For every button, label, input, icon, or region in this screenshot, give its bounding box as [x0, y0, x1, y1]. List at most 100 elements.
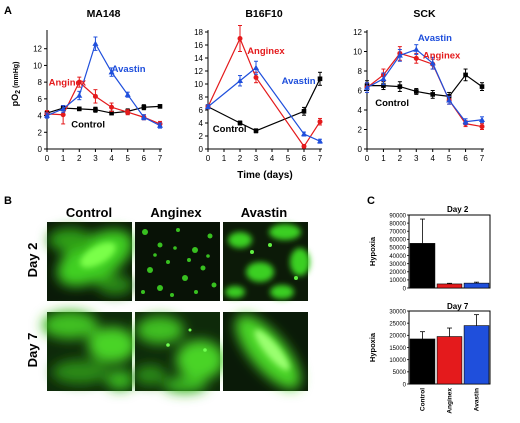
micrograph-day7-control	[42, 311, 136, 391]
sck-x-tick-label: 6	[463, 154, 468, 163]
sck-avastin-point	[396, 52, 403, 58]
sck-annotation-anginex: Anginex	[423, 50, 461, 61]
ma148-x-tick-label: 4	[109, 154, 114, 163]
sck-annotation-avastin: Avastin	[418, 33, 452, 44]
b16f10-avastin-point	[317, 138, 323, 144]
sck-y-tick-label: 8	[358, 67, 363, 76]
day-2-y-tick-label: 60000	[389, 238, 406, 244]
day-7-y-tick-label: 25000	[389, 321, 406, 327]
sck-avastin-point	[446, 97, 453, 103]
day-7-y-tick-label: 20000	[389, 334, 406, 340]
micrograph-day2-anginex	[135, 222, 220, 301]
day-7-y-tick-label: 15000	[389, 346, 406, 352]
day-2-y-tick-label: 10000	[389, 278, 406, 284]
day-2-y-tick-label: 50000	[389, 246, 406, 252]
ma148-avastin-point	[76, 92, 83, 98]
ma148-avastin-point	[108, 69, 115, 75]
ma148-x-tick-label: 2	[77, 154, 82, 163]
b16f10-anginex-point	[317, 119, 323, 125]
sck-title: SCK	[413, 8, 436, 20]
column-label-avastin: Avastin	[241, 205, 288, 220]
day-7-y-tick-label: 5000	[393, 370, 407, 376]
b16f10-x-tick-label: 6	[302, 154, 307, 163]
ma148-anginex-point	[92, 93, 98, 99]
day-2-y-tick-label: 40000	[389, 254, 406, 260]
ma148-control-point	[93, 107, 98, 113]
column-label-anginex: Anginex	[150, 205, 202, 220]
bar-chart-day7: Day 7 Hypoxia 0 5000 10000 15000 20000 25000 300…	[368, 302, 491, 414]
b16f10-avastin-point	[301, 131, 307, 137]
day-2-bar-anginex	[436, 283, 463, 289]
ma148-annotation-control: Control	[71, 119, 105, 130]
day-2-bar-control	[409, 243, 436, 289]
b16f10-x-tick-label: 2	[238, 154, 243, 163]
day-7-y-tick-label: 30000	[389, 309, 406, 315]
panel-label-c: C	[367, 195, 375, 207]
ma148-anginex-point	[109, 104, 115, 110]
b16f10-y-tick-label: 2	[199, 132, 204, 141]
row-label-day2: Day 2	[25, 243, 40, 278]
day-2-y-tick-label: 70000	[389, 230, 406, 236]
b16f10-annotation-anginex: Anginex	[247, 46, 285, 57]
micrograph-day2-avastin	[223, 222, 310, 301]
b16f10-x-tick-label: 3	[254, 154, 259, 163]
b16f10-title: B16F10	[245, 8, 283, 20]
b16f10-y-tick-label: 4	[199, 119, 204, 128]
ma148-avastin-point	[140, 114, 147, 120]
ma148-control-point	[76, 106, 82, 112]
ma148-avastin-point	[44, 112, 50, 118]
sck-control-point	[413, 89, 419, 94]
b16f10-anginex-point	[301, 143, 307, 149]
category-label-control: Control	[420, 388, 427, 411]
day-7-title: Day 7	[447, 302, 469, 311]
category-label-avastin: Avastin	[474, 388, 481, 411]
sck-avastin-point	[364, 84, 370, 90]
ma148-avastin-point	[60, 105, 67, 112]
b16f10-annotation-avastin: Avastin	[282, 76, 316, 87]
ma148-x-tick-label: 7	[158, 154, 163, 163]
ma148-y-tick-label: 0	[38, 145, 43, 154]
ma148-x-tick-label: 1	[61, 154, 66, 163]
sck-control-point	[381, 83, 386, 88]
ma148-anginex-line	[46, 81, 161, 125]
ma148-x-tick-label: 3	[93, 154, 98, 163]
ma148-avastin-point	[92, 40, 99, 46]
b16f10-avastin-point	[205, 103, 211, 109]
b16f10-control-point	[317, 76, 323, 82]
b16f10-x-tick-label: 4	[270, 154, 275, 163]
day-2-y-tick-label: 20000	[389, 270, 406, 276]
sck-avastin-point	[462, 118, 469, 124]
micrograph-day2-control	[47, 222, 133, 301]
ma148-y-tick-label: 10	[33, 61, 42, 70]
sck-x-tick-label: 2	[398, 154, 403, 163]
ma148-x-tick-label: 6	[142, 154, 147, 163]
sck-control-point	[397, 84, 403, 89]
micrograph-panel: Control Anginex Avastin Day 2 Day 7	[25, 205, 310, 393]
b16f10-y-tick-label: 18	[194, 28, 203, 37]
category-label-anginex: Anginex	[447, 388, 454, 414]
day-7-y-tick-label: 10000	[389, 358, 406, 364]
day-7-bar-control	[409, 338, 436, 385]
sck-y-tick-label: 2	[358, 126, 363, 135]
b16f10-anginex-point	[253, 75, 259, 80]
sck-x-tick-label: 3	[414, 154, 419, 163]
b16f10-y-tick-label: 6	[199, 106, 204, 115]
day-2-y-tick-label: 90000	[389, 213, 406, 219]
micrograph-day7-avastin	[223, 312, 308, 391]
day-2-y-tick-label: 30000	[389, 262, 406, 268]
day-7-y-tick-label: 0	[403, 382, 407, 388]
day-7-bar-anginex	[436, 336, 463, 385]
b16f10-y-tick-label: 8	[199, 93, 204, 102]
b16f10-x-tick-label: 7	[318, 154, 323, 163]
sck-anginex-point	[479, 124, 485, 130]
ma148-title: MA148	[87, 8, 121, 20]
column-label-control: Control	[66, 205, 112, 220]
b16f10-y-tick-label: 12	[194, 67, 203, 76]
sck-x-tick-label: 7	[480, 154, 485, 163]
ma148-annotation-anginex: Anginex	[49, 77, 87, 88]
b16f10-y-tick-label: 10	[194, 80, 203, 89]
b16f10-control-point	[237, 120, 243, 126]
